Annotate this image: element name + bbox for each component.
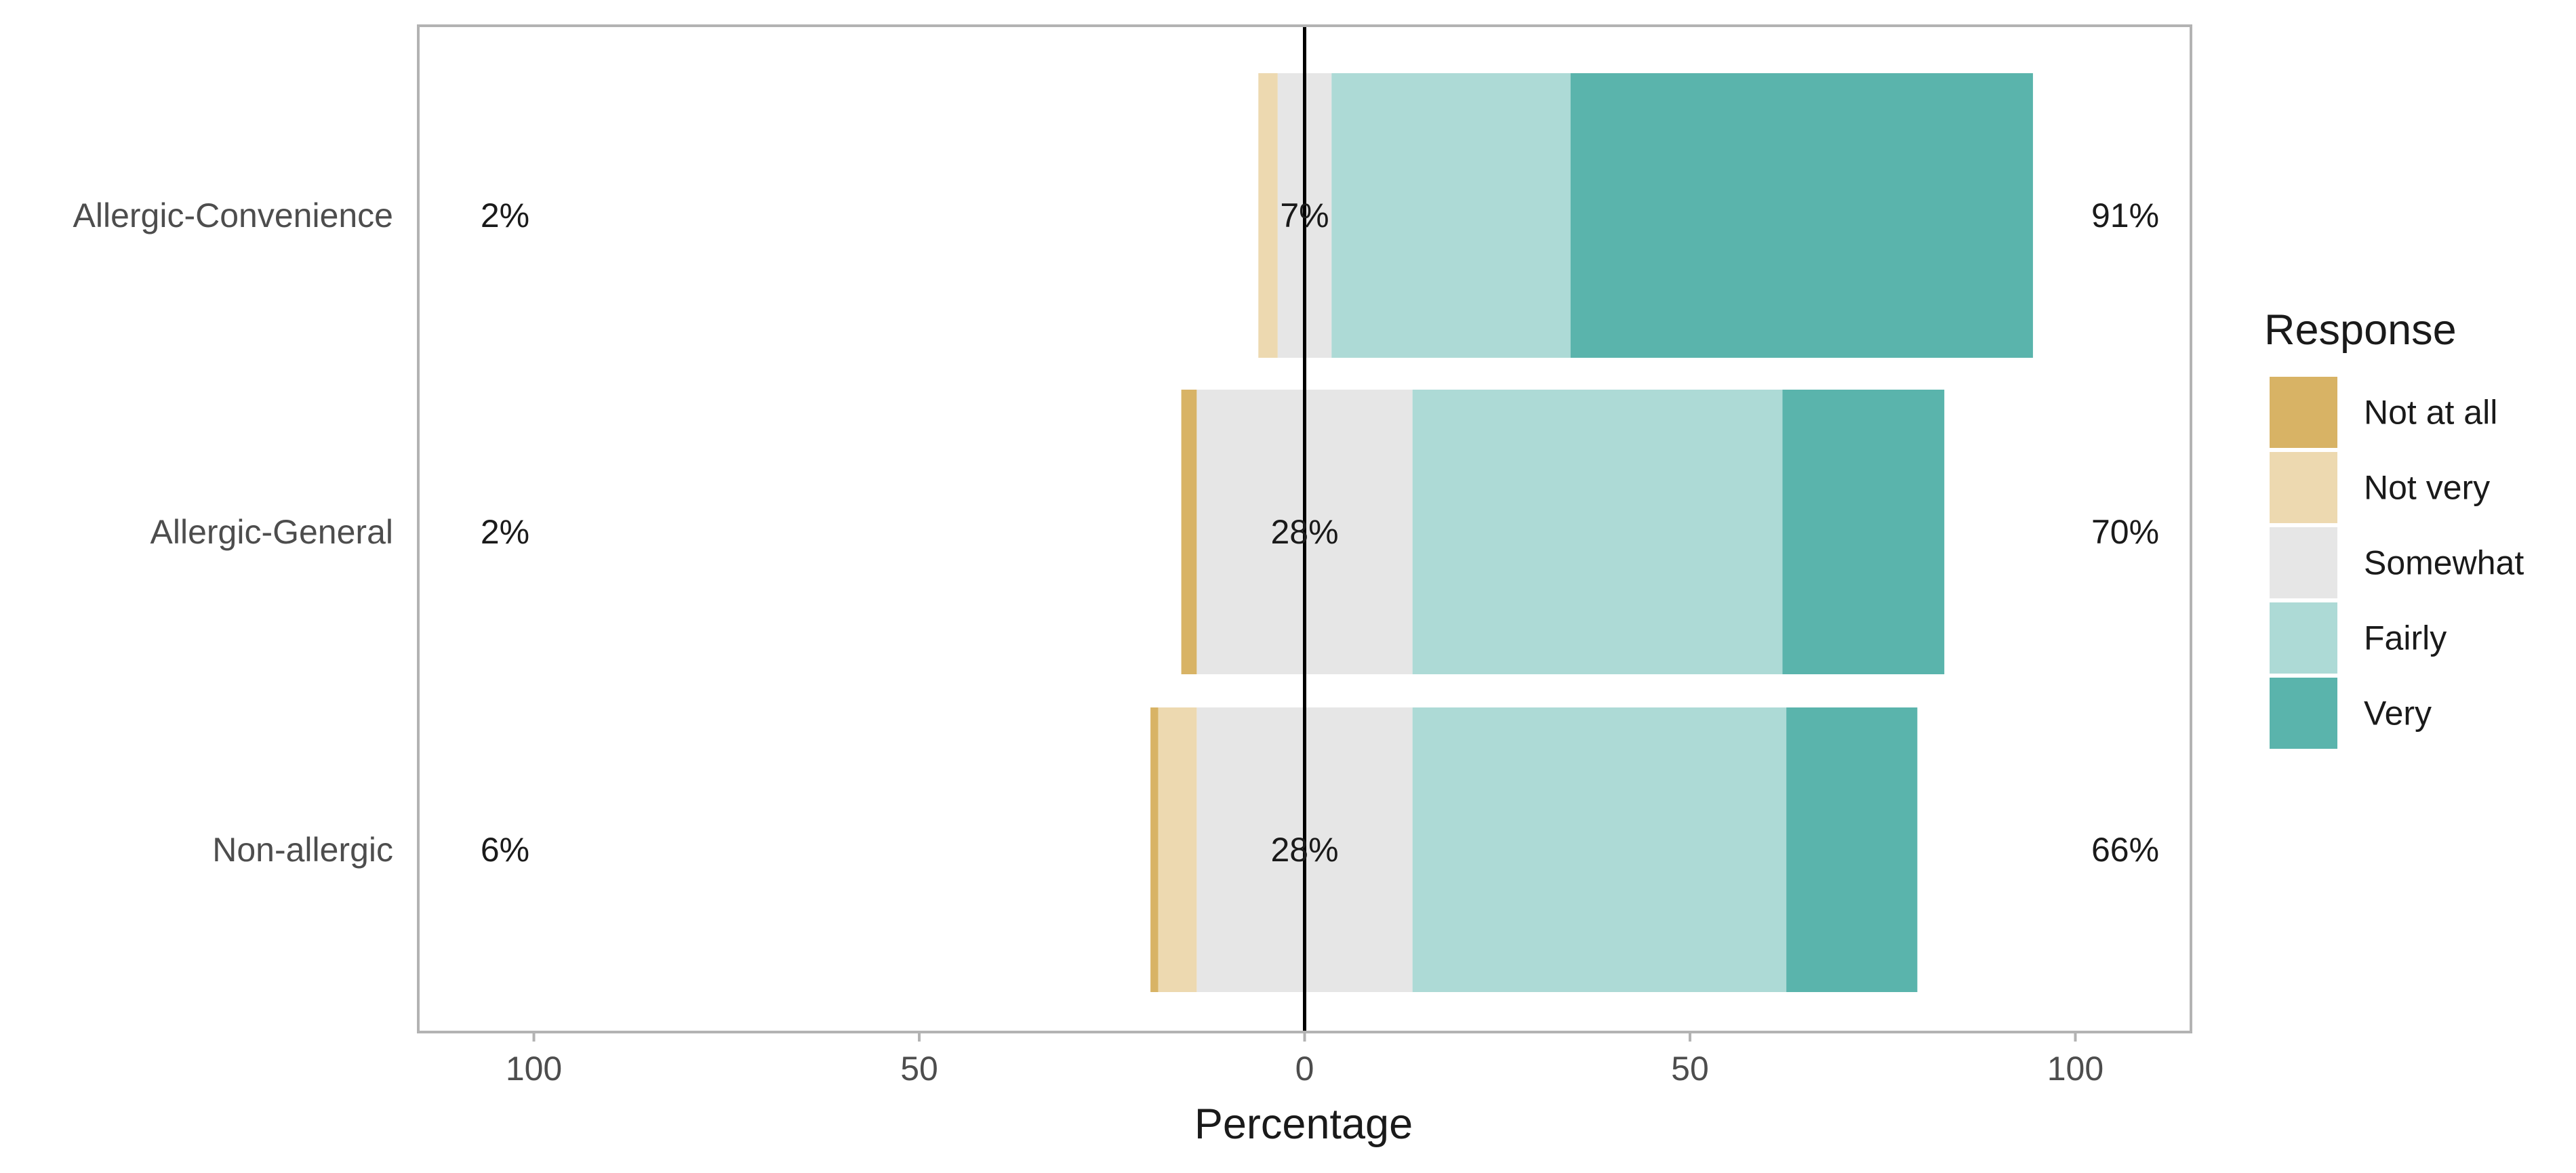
legend: Response Not at all Not very Somewhat Fairly…	[2264, 306, 2524, 749]
x-tick-label: 50	[900, 1050, 938, 1088]
left-total-label: 6%	[481, 831, 529, 869]
y-tick-label: Allergic-General	[150, 513, 393, 551]
legend-title: Response	[2264, 306, 2457, 354]
bar-not-very	[1158, 707, 1197, 992]
legend-key-fairly	[2270, 602, 2337, 674]
legend-key-very	[2270, 678, 2337, 749]
left-total-label: 2%	[481, 197, 529, 234]
legend-label: Very	[2364, 695, 2432, 733]
bar-fairly	[1412, 390, 1783, 674]
right-total-label: 70%	[2091, 513, 2159, 551]
bar-not-at-all	[1181, 390, 1197, 674]
bar-very	[1782, 390, 1945, 674]
right-total-label: 66%	[2091, 831, 2159, 869]
legend-label: Not very	[2364, 469, 2490, 507]
x-tick-label: 100	[2047, 1050, 2104, 1088]
legend-key-somewhat	[2270, 527, 2337, 598]
legend-label: Fairly	[2364, 619, 2447, 657]
x-axis-title: Percentage	[1194, 1100, 1413, 1148]
x-tick-label: 100	[506, 1050, 562, 1088]
y-tick-label: Non-allergic	[212, 831, 393, 869]
x-axis: 100 50 0 50 100	[506, 1032, 2104, 1088]
labels-layer: Allergic-Convenience 2% 7% 91% Allergic-Gene…	[73, 197, 2160, 869]
bar-fairly	[1412, 707, 1787, 992]
center-label: 28%	[1270, 513, 1338, 551]
legend-key-not-at-all	[2270, 377, 2337, 448]
bar-very	[1786, 707, 1918, 992]
legend-key-not-very	[2270, 452, 2337, 523]
center-label: 7%	[1280, 197, 1329, 234]
right-total-label: 91%	[2091, 197, 2159, 234]
bar-fairly	[1331, 73, 1571, 358]
bar-not-at-all	[1150, 707, 1159, 992]
x-tick-label: 0	[1295, 1050, 1314, 1088]
y-tick-label: Allergic-Convenience	[73, 197, 393, 234]
bar-not-very	[1258, 73, 1278, 358]
left-total-label: 2%	[481, 513, 529, 551]
bar-very	[1570, 73, 2033, 358]
legend-label: Not at all	[2364, 394, 2497, 432]
legend-label: Somewhat	[2364, 544, 2524, 582]
center-label: 28%	[1270, 831, 1338, 869]
x-tick-label: 50	[1671, 1050, 1709, 1088]
